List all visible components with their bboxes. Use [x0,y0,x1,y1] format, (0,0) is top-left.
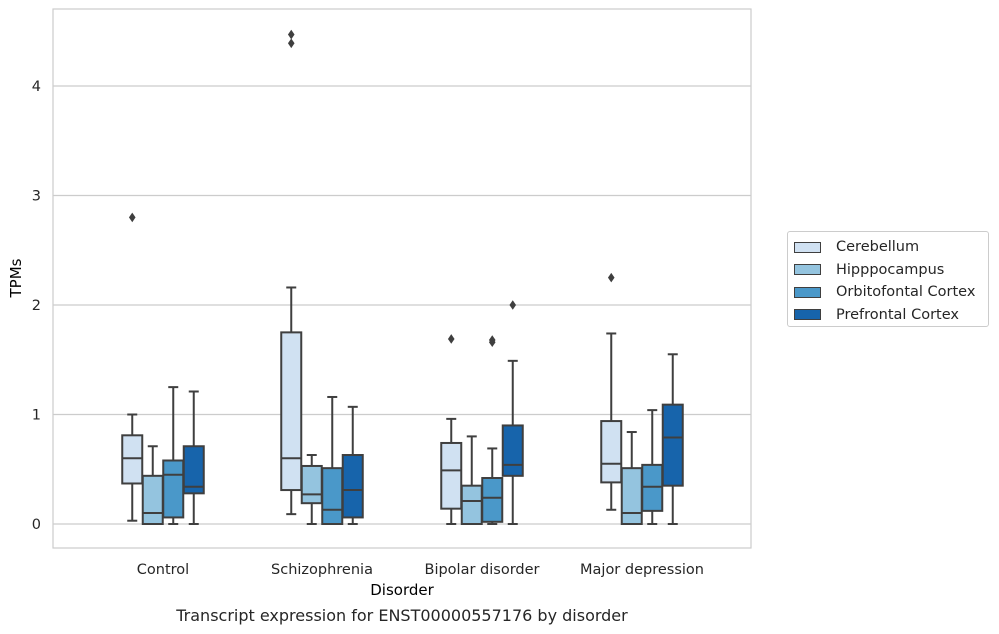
box [321,467,344,525]
outlier-point [607,272,615,283]
legend-item: Hipppocampus [794,259,988,282]
y-axis-label: TPMs [7,258,25,298]
gridlines [53,85,751,525]
legend-swatch [794,286,821,298]
y-tick-label: 0 [32,517,41,533]
legend-label: Prefrontal Cortex [836,306,959,323]
y-tick-label: 1 [32,408,41,424]
outlier-point [509,300,517,310]
box [501,424,524,477]
box [641,463,664,512]
legend-item: Prefrontal Cortex [794,304,988,327]
x-tick-label: Schizophrenia [271,562,373,578]
x-tick-labels: Control Schizophrenia Bipolar disorder Majo… [137,562,704,578]
x-tick-label: Bipolar disorder [425,562,540,578]
box [620,467,643,525]
y-tick-label: 2 [32,298,41,314]
legend-label: Hipppocampus [836,261,945,278]
x-axis-label: Disorder [370,581,434,599]
box [280,331,303,492]
box [661,403,684,487]
box [600,420,623,484]
box [460,484,483,525]
box-series [121,29,684,526]
outlier-point [287,29,295,40]
legend-label: Cerebellum [836,239,920,256]
legend-label: Orbitofontal Cortex [836,284,976,301]
series-prefrontal-cortex [182,300,684,525]
box [481,477,504,523]
outlier-point [287,38,295,49]
outlier-point [488,335,496,345]
box [141,474,164,526]
box [440,441,463,510]
x-tick-label: Major depression [580,562,704,578]
figure-caption: Transcript expression for ENST0000055717… [176,606,628,625]
x-tick-label: Control [137,562,189,578]
box [182,445,205,495]
y-tick-labels: 0 1 2 3 4 [32,79,41,533]
legend-swatch [794,264,821,276]
series-cerebellum [121,29,623,525]
legend: Cerebellum Hipppocampus Orbitofontal Cor… [787,231,989,327]
legend-swatch [794,241,821,253]
y-tick-label: 4 [32,79,41,95]
box [300,464,323,505]
plot-frame [52,8,752,549]
series-hipppocampus [141,431,643,526]
y-tick-label: 3 [32,189,41,205]
outlier-point [447,334,455,344]
box [121,434,144,485]
outlier-point [128,212,136,223]
legend-item: Orbitofontal Cortex [794,281,988,304]
legend-swatch [794,309,821,321]
box [162,459,185,519]
box [341,454,364,519]
series-orbitofontal-cortex [162,335,664,525]
legend-item: Cerebellum [794,236,988,259]
